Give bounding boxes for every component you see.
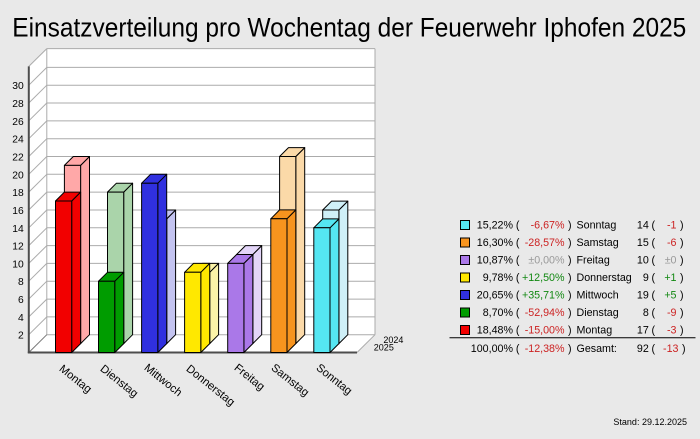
svg-text:9,78%: 9,78%: [483, 272, 514, 284]
svg-text:Donnerstag: Donnerstag: [577, 272, 632, 284]
svg-text:19: 19: [637, 290, 649, 302]
svg-text:30: 30: [12, 81, 24, 92]
svg-text:2: 2: [18, 331, 24, 342]
svg-text:(: (: [652, 325, 656, 337]
svg-text:): ): [568, 255, 572, 267]
svg-text:(: (: [516, 325, 520, 337]
svg-text:-13: -13: [663, 343, 679, 355]
svg-text:Stand: 29.12.2025: Stand: 29.12.2025: [613, 417, 687, 427]
svg-text:±0,00%: ±0,00%: [528, 255, 565, 267]
svg-text:(: (: [516, 307, 520, 319]
svg-text:): ): [568, 237, 572, 249]
svg-text:(: (: [652, 343, 656, 355]
svg-text:18,48%: 18,48%: [477, 325, 514, 337]
svg-text:24: 24: [12, 135, 24, 146]
svg-text:Sonntag: Sonntag: [577, 220, 617, 232]
svg-text:22: 22: [12, 153, 24, 164]
svg-text:-6: -6: [667, 237, 677, 249]
svg-text:(: (: [652, 272, 656, 284]
svg-text:8: 8: [18, 277, 24, 288]
svg-text:(: (: [516, 290, 520, 302]
svg-text:Gesamt:: Gesamt:: [577, 343, 617, 355]
svg-text:+12,50%: +12,50%: [522, 272, 565, 284]
svg-text:): ): [568, 290, 572, 302]
svg-text:Freitag: Freitag: [577, 255, 610, 267]
svg-text:-15,00%: -15,00%: [525, 325, 565, 337]
svg-text:20: 20: [12, 170, 24, 181]
svg-text:12: 12: [12, 242, 24, 253]
svg-text:18: 18: [12, 188, 24, 199]
svg-text:15,22%: 15,22%: [477, 220, 514, 232]
svg-text:): ): [680, 290, 684, 302]
svg-text:16: 16: [12, 206, 24, 217]
svg-text:16,30%: 16,30%: [477, 237, 514, 249]
svg-text:Samstag: Samstag: [577, 237, 619, 249]
svg-text:Einsatzverteilung pro Wochenta: Einsatzverteilung pro Wochentag der Feue…: [12, 13, 686, 43]
svg-text:(: (: [652, 290, 656, 302]
svg-text:(: (: [652, 237, 656, 249]
svg-text:+35,71%: +35,71%: [522, 290, 565, 302]
svg-text:92: 92: [637, 343, 649, 355]
svg-text:-52,94%: -52,94%: [525, 307, 565, 319]
svg-text:-3: -3: [667, 325, 677, 337]
svg-text:6: 6: [18, 295, 24, 306]
svg-text:±0: ±0: [665, 255, 677, 267]
svg-text:8: 8: [643, 307, 649, 319]
svg-text:(: (: [516, 343, 520, 355]
svg-text:Montag: Montag: [577, 325, 613, 337]
svg-text:): ): [568, 272, 572, 284]
svg-text:): ): [568, 343, 572, 355]
svg-text:14: 14: [12, 224, 24, 235]
svg-text:-6,67%: -6,67%: [531, 220, 565, 232]
svg-text:): ): [568, 325, 572, 337]
svg-text:(: (: [652, 220, 656, 232]
svg-text:-12,38%: -12,38%: [525, 343, 565, 355]
svg-text:(: (: [516, 272, 520, 284]
svg-text:14: 14: [637, 220, 649, 232]
svg-text:+5: +5: [664, 290, 676, 302]
svg-text:+1: +1: [664, 272, 676, 284]
svg-text:4: 4: [18, 313, 24, 324]
svg-text:(: (: [652, 307, 656, 319]
svg-text:-1: -1: [667, 220, 677, 232]
svg-text:): ): [680, 325, 684, 337]
svg-text:): ): [680, 220, 684, 232]
svg-text:): ): [682, 343, 686, 355]
svg-text:20,65%: 20,65%: [477, 290, 514, 302]
svg-text:): ): [680, 272, 684, 284]
svg-text:2025: 2025: [374, 342, 394, 352]
svg-text:-9: -9: [667, 307, 677, 319]
svg-text:(: (: [516, 237, 520, 249]
svg-text:8,70%: 8,70%: [483, 307, 514, 319]
svg-text:): ): [568, 220, 572, 232]
svg-text:28: 28: [12, 99, 24, 110]
svg-text:17: 17: [637, 325, 649, 337]
svg-text:15: 15: [637, 237, 649, 249]
svg-text:10,87%: 10,87%: [477, 255, 514, 267]
svg-text:Dienstag: Dienstag: [577, 307, 619, 319]
svg-text:(: (: [516, 220, 520, 232]
svg-text:Mittwoch: Mittwoch: [577, 290, 619, 302]
svg-text:26: 26: [12, 117, 24, 128]
svg-text:10: 10: [637, 255, 649, 267]
svg-text:): ): [568, 307, 572, 319]
svg-text:): ): [680, 307, 684, 319]
svg-text:9: 9: [643, 272, 649, 284]
svg-text:10: 10: [12, 259, 24, 270]
svg-text:-28,57%: -28,57%: [525, 237, 565, 249]
svg-text:(: (: [652, 255, 656, 267]
svg-text:): ): [680, 255, 684, 267]
svg-text:(: (: [516, 255, 520, 267]
svg-text:2024: 2024: [383, 335, 403, 345]
svg-text:100,00%: 100,00%: [471, 343, 514, 355]
svg-text:): ): [680, 237, 684, 249]
